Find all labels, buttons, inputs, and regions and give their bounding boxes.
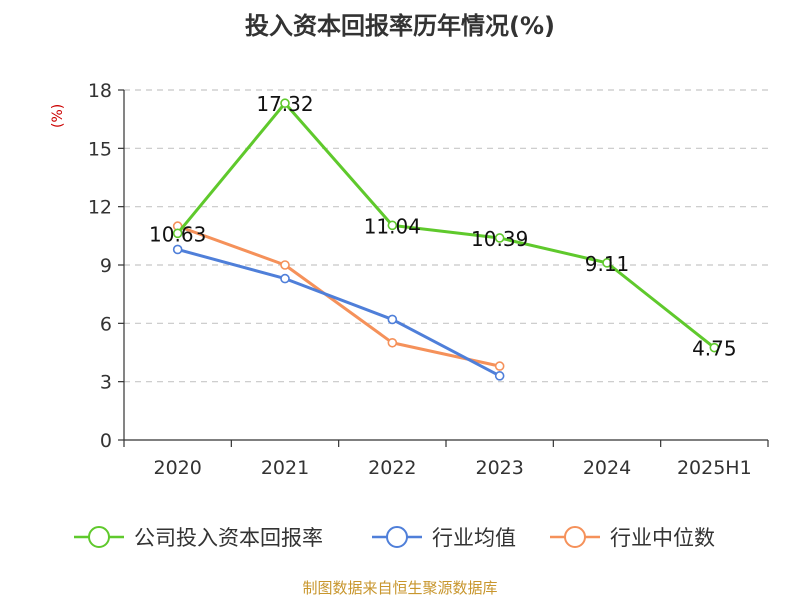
legend-marker <box>386 526 408 548</box>
data-label: 10.63 <box>149 222 206 246</box>
legend-label: 公司投入资本回报率 <box>134 526 323 550</box>
series-line <box>177 224 500 368</box>
legend-label: 行业中位数 <box>610 526 715 550</box>
x-tick-label: 2024 <box>583 457 631 479</box>
data-point <box>387 220 398 231</box>
x-tick-label: 2020 <box>153 457 201 479</box>
data-point <box>280 273 290 284</box>
x-tick-label: 2023 <box>475 457 523 479</box>
data-source: 制图数据来自恒生聚源数据库 <box>302 579 498 597</box>
data-point <box>172 228 183 239</box>
data-point <box>494 233 505 243</box>
y-tick-label: 18 <box>88 80 112 102</box>
legend-marker <box>88 526 110 548</box>
data-label: 9.11 <box>585 252 630 276</box>
data-label: 11.04 <box>364 214 421 238</box>
y-tick-label: 3 <box>100 372 112 394</box>
data-point <box>709 342 720 353</box>
y-tick-label: 15 <box>88 138 112 160</box>
y-tick-label: 12 <box>88 197 112 219</box>
y-tick-label: 6 <box>100 313 112 335</box>
data-label: 10.39 <box>471 227 528 251</box>
legend-label: 行业均值 <box>432 526 516 550</box>
grid-lines <box>124 89 768 383</box>
axes: 0 3 6 9 12 15 18 2020 2021 2022 2023 2024 2025H1 <box>88 80 769 479</box>
data-label: 17.32 <box>256 92 313 116</box>
data-point <box>602 258 612 268</box>
chart-title: 投入资本回报率历年情况(%) <box>245 12 555 40</box>
data-point <box>280 260 290 270</box>
series-line <box>177 247 501 378</box>
series-line <box>176 101 716 349</box>
x-tick-label: 2021 <box>261 457 309 479</box>
x-tick-label: 2022 <box>368 457 416 479</box>
data-label: 4.75 <box>692 337 737 361</box>
data-point <box>172 244 183 255</box>
y-tick-label: 9 <box>100 255 112 277</box>
data-point <box>387 337 398 348</box>
legend-marker <box>564 526 586 548</box>
legend: 公司投入资本回报率 行业均值 行业中位数 <box>74 526 715 550</box>
data-point <box>387 314 398 325</box>
data-labels: 10.63 17.32 11.04 10.39 9.11 4.75 <box>149 92 737 360</box>
data-point <box>280 98 290 109</box>
data-point <box>494 371 505 381</box>
x-tick-label: 2025H1 <box>677 457 752 479</box>
y-tick-label: 0 <box>100 430 112 452</box>
data-point <box>494 361 505 371</box>
series-lines <box>172 98 720 381</box>
